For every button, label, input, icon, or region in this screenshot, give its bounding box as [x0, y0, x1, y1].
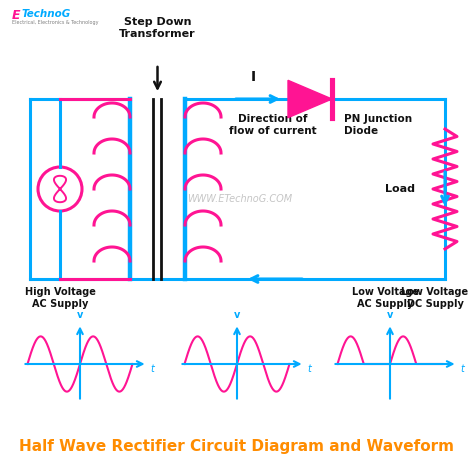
- Text: Low Voltage
AC Supply: Low Voltage AC Supply: [352, 287, 419, 309]
- Text: v: v: [387, 310, 393, 319]
- Text: I: I: [250, 70, 255, 84]
- Text: Direction of
flow of current: Direction of flow of current: [229, 114, 317, 136]
- Text: t: t: [308, 364, 311, 374]
- Text: PN Junction
Diode: PN Junction Diode: [344, 114, 412, 136]
- Text: WWW.ETechnoG.COM: WWW.ETechnoG.COM: [187, 194, 292, 204]
- Text: Step Down
Transformer: Step Down Transformer: [119, 18, 196, 39]
- Text: E: E: [12, 9, 20, 22]
- Text: t: t: [461, 364, 465, 374]
- Text: Electrical, Electronics & Technology: Electrical, Electronics & Technology: [12, 20, 99, 25]
- Text: v: v: [234, 310, 240, 319]
- Text: Half Wave Rectifier Circuit Diagram and Waveform: Half Wave Rectifier Circuit Diagram and …: [19, 438, 455, 454]
- Text: t: t: [151, 364, 155, 374]
- Text: Low Voltage
DC Supply: Low Voltage DC Supply: [401, 287, 469, 309]
- Text: TechnoG: TechnoG: [22, 9, 71, 19]
- Text: Load: Load: [385, 184, 415, 194]
- Text: v: v: [77, 310, 83, 319]
- Polygon shape: [288, 80, 332, 118]
- Text: High Voltage
AC Supply: High Voltage AC Supply: [25, 287, 95, 309]
